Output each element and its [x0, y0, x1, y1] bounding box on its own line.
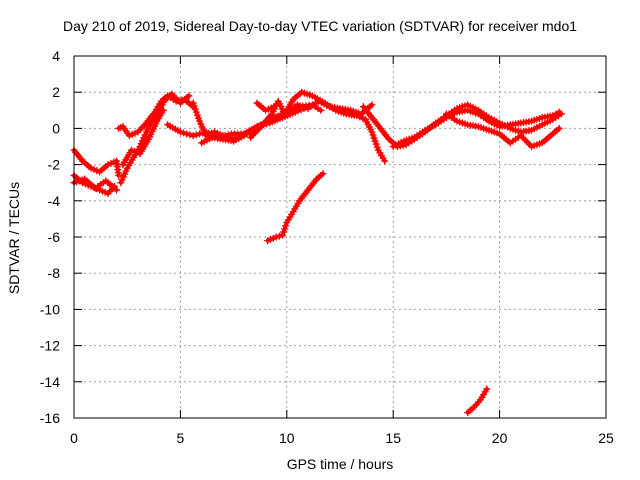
y-tick-label: -14	[40, 374, 60, 390]
y-axis-label: SDTVAR / TECUs	[6, 181, 22, 295]
y-tick-label: -6	[48, 229, 61, 245]
x-tick-label: 10	[279, 430, 295, 446]
series-markers	[264, 170, 327, 245]
x-tick-label: 5	[177, 430, 185, 446]
axis-ticks: 0 5 10 15 20 25 -16 -14 -12 -10 -8 -6 -4 -2 0 2 4	[40, 48, 614, 446]
series-upper-trace-F	[119, 106, 167, 169]
y-tick-label: 0	[52, 120, 60, 136]
series-upper-trace-A	[70, 146, 123, 179]
x-tick-label: 20	[492, 430, 508, 446]
series-upper-trace-K	[253, 99, 282, 114]
series-markers	[70, 146, 123, 179]
y-tick-label: -16	[40, 410, 60, 426]
series-markers	[442, 110, 563, 150]
y-tick-label: -8	[48, 265, 61, 281]
y-tick-label: -2	[48, 157, 61, 173]
series-lower-trace-2	[464, 385, 491, 417]
y-tick-label: 2	[52, 84, 60, 100]
series-upper-trace-J	[247, 88, 389, 165]
y-tick-label: 4	[52, 48, 60, 64]
series-markers	[464, 385, 491, 417]
x-tick-label: 15	[385, 430, 401, 446]
series-lower-trace-1	[264, 170, 327, 245]
grid-lines	[74, 56, 606, 418]
y-tick-label: -12	[40, 338, 60, 354]
chart-title: Day 210 of 2019, Sidereal Day-to-day VTE…	[62, 18, 578, 34]
series-upper-trace-E	[117, 90, 193, 187]
x-axis-label: GPS time / hours	[286, 456, 394, 472]
data-series	[70, 88, 565, 417]
y-tick-label: -10	[40, 301, 60, 317]
x-tick-label: 25	[598, 430, 614, 446]
y-tick-label: -4	[48, 193, 61, 209]
series-markers	[117, 90, 193, 187]
series-markers	[253, 99, 282, 114]
series-upper-trace-N	[442, 110, 563, 150]
series-markers	[247, 88, 389, 165]
x-tick-label: 0	[70, 430, 78, 446]
series-markers	[119, 106, 167, 169]
